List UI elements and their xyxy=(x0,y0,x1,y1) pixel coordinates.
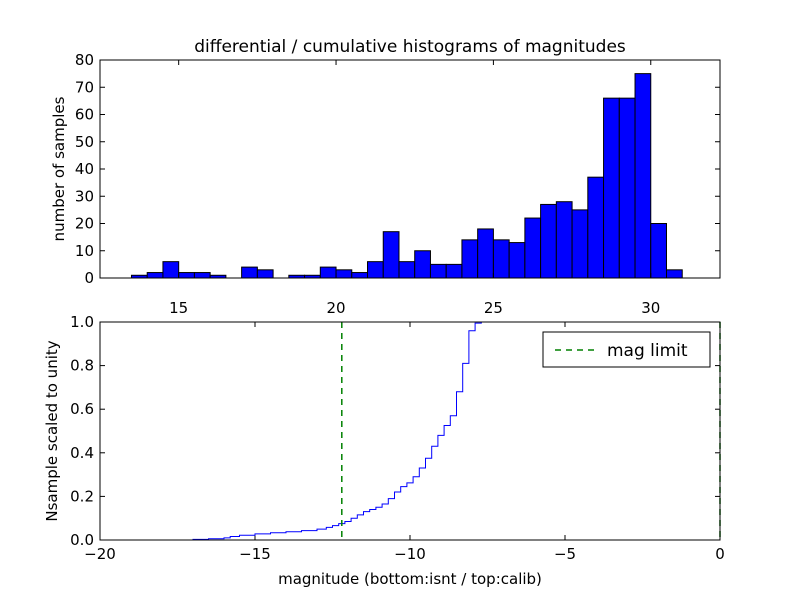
cumulative-histogram-panel: Nsample scaled to unity magnitude (botto… xyxy=(43,313,725,588)
histogram-bar xyxy=(193,272,211,279)
y-axis-label-top: number of samples xyxy=(50,96,68,241)
histogram-bar xyxy=(618,97,636,279)
histogram-bar xyxy=(587,176,605,279)
top-axis-ticks: 0 10 20 30 40 50 60 70 80 15 20 25 30 xyxy=(75,51,720,317)
histogram-bar xyxy=(146,272,164,279)
y-tick-label: 0 xyxy=(84,269,94,287)
histogram-bar xyxy=(319,266,337,279)
y-tick-label: 1.0 xyxy=(70,313,94,331)
x-tick-label: −10 xyxy=(394,545,426,563)
bottom-axes-frame xyxy=(99,321,721,541)
histogram-bar xyxy=(335,269,353,279)
x-tick-label: 20 xyxy=(326,299,345,317)
histogram-bar xyxy=(445,263,463,279)
histogram-bar xyxy=(524,217,542,279)
x-axis-label-bottom: magnitude (bottom:isnt / top:calib) xyxy=(278,570,542,588)
x-tick-label: 30 xyxy=(641,299,660,317)
y-axis-label-bottom: Nsample scaled to unity xyxy=(43,340,61,521)
y-tick-label: 50 xyxy=(75,133,94,151)
histogram-bar xyxy=(414,250,431,279)
y-tick-label: 0.0 xyxy=(70,531,94,549)
histogram-bar xyxy=(351,272,369,279)
histogram-bar xyxy=(508,242,526,279)
cumulative-step-line xyxy=(100,321,720,541)
histogram-bar xyxy=(367,261,384,279)
histogram-bar xyxy=(162,261,180,279)
x-tick-label: −15 xyxy=(239,545,271,563)
y-tick-label: 0.2 xyxy=(70,487,94,505)
histogram-bar xyxy=(665,269,683,279)
histogram-bar xyxy=(241,266,258,279)
legend: mag limit xyxy=(542,331,711,368)
y-tick-label: 20 xyxy=(75,215,94,233)
x-tick-label: −5 xyxy=(554,545,576,563)
y-tick-label: 0.8 xyxy=(70,357,94,375)
x-tick-label: 15 xyxy=(169,299,188,317)
y-tick-label: 30 xyxy=(75,187,94,205)
histogram-bar xyxy=(256,269,274,279)
histogram-bar xyxy=(477,228,494,279)
histogram-bar xyxy=(650,223,667,279)
y-tick-label: 0.6 xyxy=(70,400,94,418)
histogram-bar xyxy=(429,263,447,279)
y-tick-label: 0.4 xyxy=(70,444,94,462)
histogram-bar xyxy=(178,272,195,279)
x-tick-label: 0 xyxy=(715,545,725,563)
histogram-bar xyxy=(461,239,479,279)
differential-histogram-panel: differential / cumulative histograms of … xyxy=(50,37,721,317)
y-tick-label: 80 xyxy=(75,51,94,69)
histogram-bar xyxy=(571,209,589,279)
y-tick-label: 60 xyxy=(75,106,94,124)
x-tick-label: −20 xyxy=(84,545,116,563)
histogram-bar xyxy=(492,239,510,279)
histogram-bar xyxy=(540,203,557,279)
top-axes-frame xyxy=(99,59,721,279)
histogram-bar xyxy=(603,97,620,279)
y-tick-label: 10 xyxy=(75,242,94,260)
histogram-bar xyxy=(555,201,573,279)
histogram-bar xyxy=(382,231,400,279)
y-tick-label: 40 xyxy=(75,160,94,178)
x-tick-label: 25 xyxy=(484,299,503,317)
histogram-bar xyxy=(398,261,416,279)
legend-mag-limit-label: mag limit xyxy=(607,341,688,361)
y-tick-label: 70 xyxy=(75,78,94,96)
histogram-bar xyxy=(634,73,652,279)
chart-title: differential / cumulative histograms of … xyxy=(194,37,626,57)
